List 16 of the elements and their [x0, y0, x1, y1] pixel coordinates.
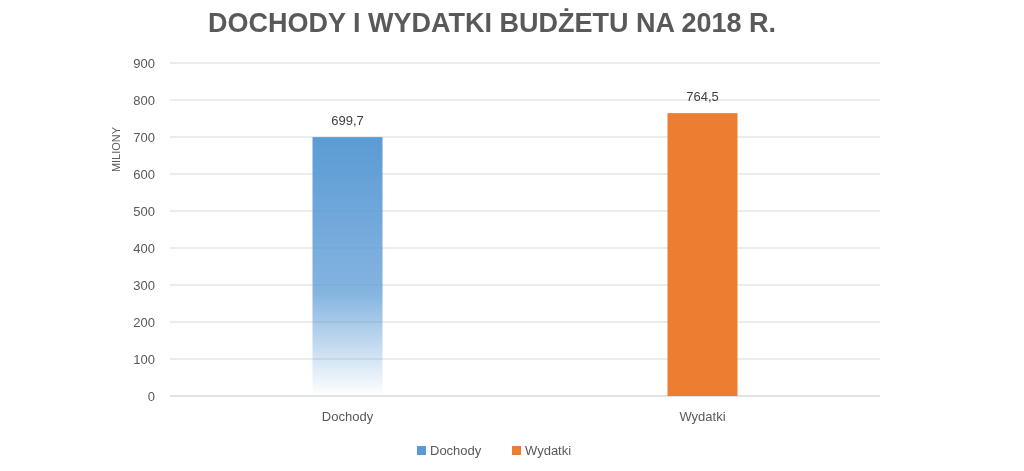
- y-tick-label: 700: [133, 130, 155, 145]
- legend-label: Dochody: [430, 443, 482, 458]
- data-label: 699,7: [331, 113, 364, 129]
- y-axis-title: MILIONY: [110, 126, 122, 173]
- chart-title: DOCHODY I WYDATKI BUDŻETU NA 2018 R.: [207, 8, 777, 38]
- y-tick-label: 300: [133, 278, 155, 293]
- y-tick-label: 100: [133, 352, 155, 367]
- y-tick-label: 800: [133, 93, 155, 108]
- data-label: 764,5: [686, 89, 719, 105]
- y-tick-label: 500: [133, 204, 155, 219]
- y-tick-label: 0: [147, 389, 155, 404]
- legend-label: Wydatki: [525, 443, 572, 458]
- y-tick-label: 400: [133, 241, 155, 256]
- y-tick-label: 200: [133, 315, 155, 330]
- y-tick-label: 600: [133, 167, 155, 182]
- y-tick-label: 900: [133, 56, 155, 71]
